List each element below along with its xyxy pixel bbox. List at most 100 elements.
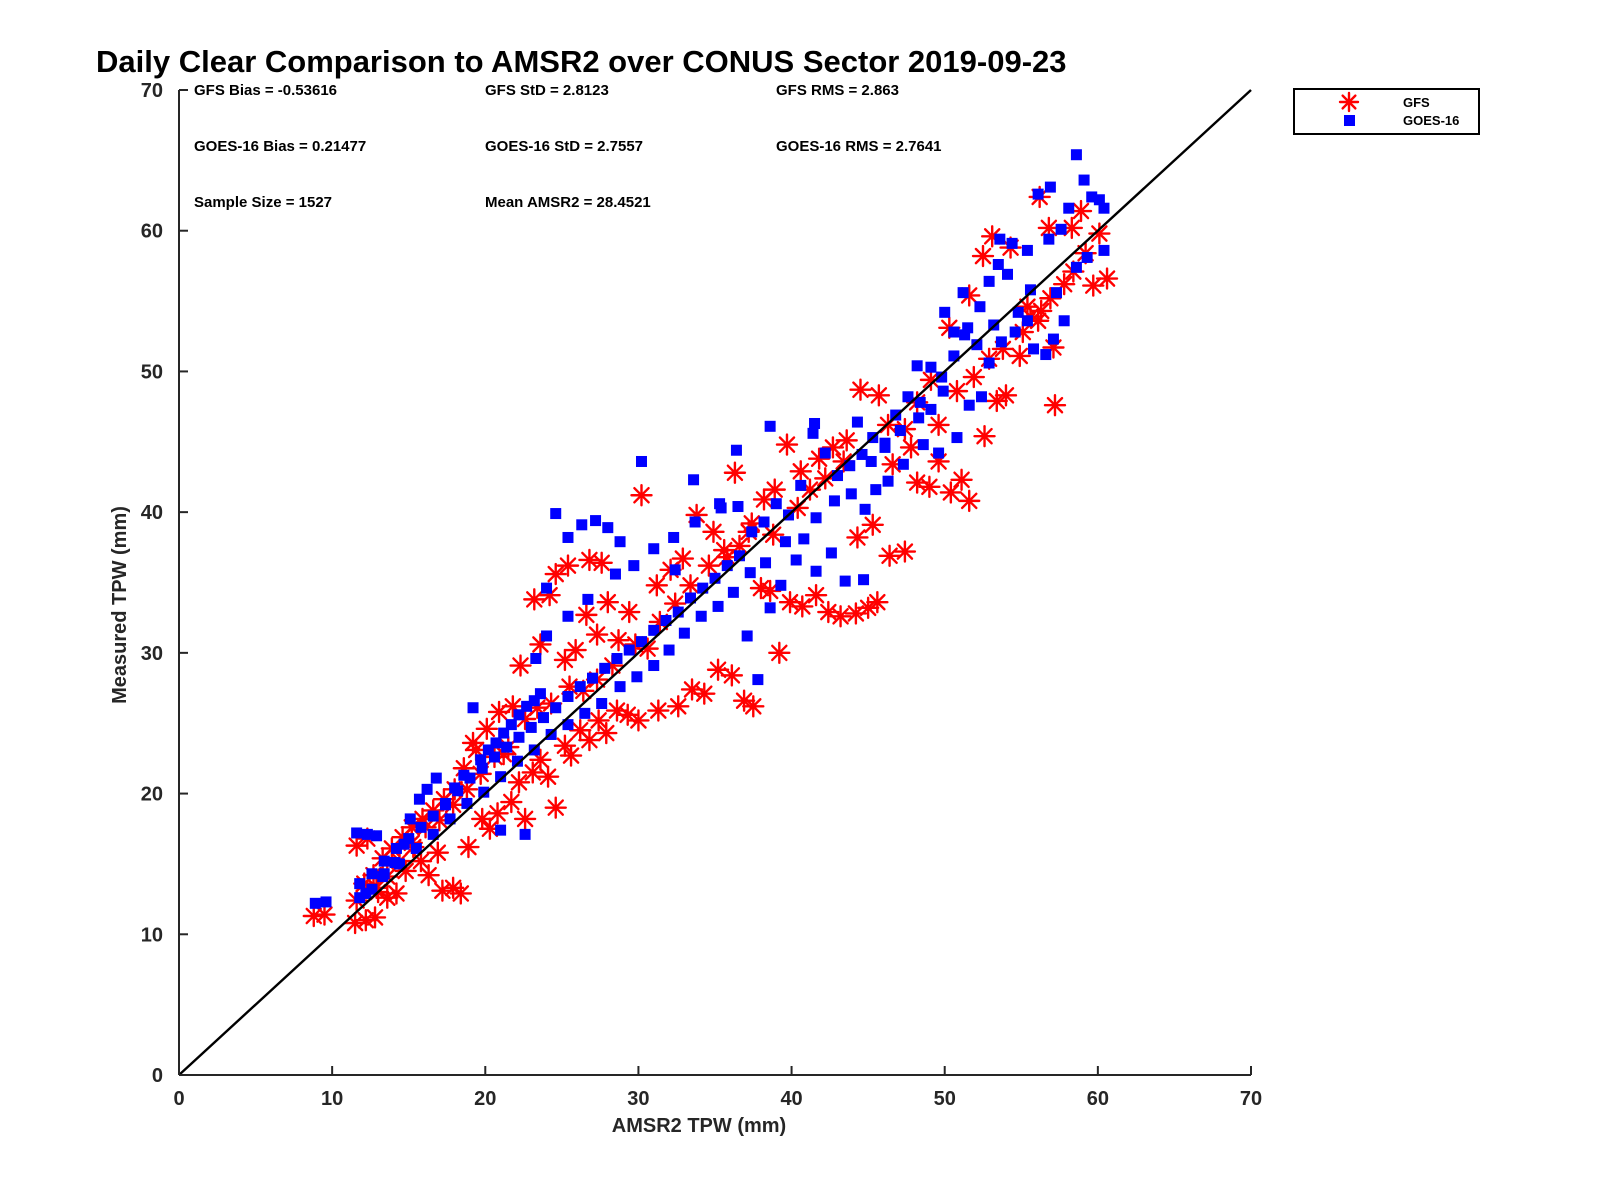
goes16-point xyxy=(476,762,488,774)
goes16-point xyxy=(790,554,802,566)
gfs-point xyxy=(720,664,744,687)
gfs-point xyxy=(345,834,368,857)
goes16-point xyxy=(1051,287,1063,299)
goes16-point xyxy=(590,515,602,527)
gfs-point xyxy=(804,583,828,607)
goes16-point xyxy=(1058,315,1070,327)
goes16-point xyxy=(1021,244,1033,256)
gfs-point xyxy=(616,703,639,726)
goes16-point xyxy=(582,593,594,605)
goes16-point xyxy=(994,233,1006,245)
goes16-point xyxy=(1078,174,1090,186)
goes16-point xyxy=(844,460,856,472)
goes16-point xyxy=(684,592,696,604)
gfs-point xyxy=(927,413,950,437)
goes16-point xyxy=(1021,315,1033,327)
gfs-point xyxy=(962,365,986,389)
gfs-point xyxy=(475,717,499,741)
x-tick-label: 10 xyxy=(321,1088,343,1110)
goes16-point xyxy=(1093,194,1105,206)
goes16-point xyxy=(839,575,851,587)
goes16-point xyxy=(430,772,442,784)
goes16-point xyxy=(439,797,451,809)
gfs-point xyxy=(536,765,560,788)
goes16-point xyxy=(534,688,546,700)
goes16-point xyxy=(807,427,819,439)
goes16-point xyxy=(609,568,621,580)
goes16-point xyxy=(832,470,844,482)
gfs-point xyxy=(1338,91,1360,113)
goes16-point xyxy=(734,550,746,562)
goes16-point xyxy=(398,838,410,850)
gfs-point xyxy=(1060,216,1084,240)
stat-gfs-rms: GFS RMS = 2.863 xyxy=(776,82,899,99)
goes16-point xyxy=(464,772,476,784)
goes16-point xyxy=(1063,202,1075,214)
gfs-point xyxy=(544,796,567,819)
goes16-point xyxy=(992,258,1004,270)
gfs-point xyxy=(899,436,923,459)
goes16-point xyxy=(1070,149,1082,161)
goes16-point xyxy=(775,579,787,591)
gfs-point xyxy=(363,906,387,929)
y-tick-label: 30 xyxy=(141,643,163,665)
goes16-point xyxy=(1047,333,1059,345)
gfs-point xyxy=(1088,222,1111,245)
x-tick-label: 50 xyxy=(934,1088,956,1110)
y-tick-label: 50 xyxy=(141,361,163,383)
goes16-point xyxy=(770,498,782,510)
goes16-point xyxy=(390,842,402,854)
goes16-point xyxy=(351,827,363,839)
goes16-point xyxy=(648,543,660,555)
goes16-point xyxy=(513,731,525,743)
goes16-point xyxy=(669,564,681,576)
goes16-point xyxy=(635,455,647,467)
gfs-point xyxy=(1008,344,1031,368)
gfs-point xyxy=(867,384,891,407)
gfs-point xyxy=(556,554,580,577)
goes16-point xyxy=(851,416,863,428)
goes16-point xyxy=(963,399,975,411)
goes16-point xyxy=(505,719,517,731)
gfs-point xyxy=(596,591,619,614)
goes16-point xyxy=(746,526,758,538)
goes16-point xyxy=(354,892,366,904)
goes16-point xyxy=(957,287,969,299)
goes16-point xyxy=(697,582,709,594)
goes16-point xyxy=(1086,191,1098,203)
goes16-point xyxy=(913,412,925,424)
goes16-point xyxy=(1006,237,1018,249)
gfs-point xyxy=(866,591,889,614)
stat-goes16-rms: GOES-16 RMS = 2.7641 xyxy=(776,138,942,155)
stat-sample-size: Sample Size = 1527 xyxy=(194,194,332,211)
x-tick-label: 40 xyxy=(780,1088,802,1110)
stat-goes16-bias: GOES-16 Bias = 0.21477 xyxy=(194,138,366,155)
gfs-point xyxy=(618,600,641,624)
goes16-point xyxy=(902,391,914,403)
goes16-point xyxy=(1040,349,1052,361)
gfs-point xyxy=(893,540,917,563)
plot-area xyxy=(178,89,1252,1076)
gfs-point xyxy=(697,554,721,577)
goes16-point xyxy=(764,420,776,432)
goes16-point xyxy=(825,547,837,559)
x-tick-label: 60 xyxy=(1087,1088,1109,1110)
x-tick-label: 30 xyxy=(627,1088,649,1110)
goes16-point xyxy=(879,441,891,453)
gfs-point xyxy=(861,513,884,537)
goes16-point xyxy=(427,828,439,840)
goes16-point xyxy=(371,830,383,842)
goes16-point xyxy=(983,357,995,369)
goes16-point xyxy=(764,602,776,614)
goes16-point xyxy=(858,574,870,586)
goes16-point xyxy=(959,329,971,341)
goes16-point xyxy=(663,644,675,656)
gfs-point xyxy=(918,475,941,499)
y-tick-label: 60 xyxy=(141,221,163,243)
goes16-point xyxy=(623,644,635,656)
goes16-point xyxy=(714,498,726,510)
goes16-point xyxy=(951,432,963,444)
y-tick-label: 70 xyxy=(141,80,163,102)
gfs-point xyxy=(1095,267,1119,290)
